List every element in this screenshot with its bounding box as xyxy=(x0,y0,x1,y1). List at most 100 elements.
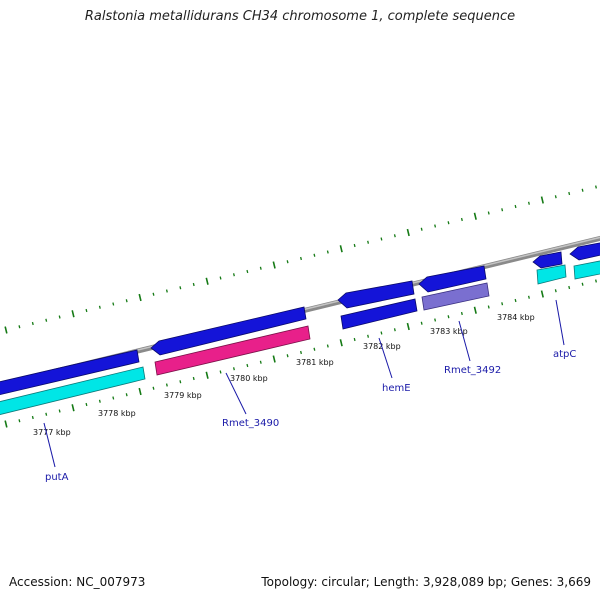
minor-tick xyxy=(45,318,48,322)
major-tick xyxy=(406,228,410,237)
feature-putA-upper[interactable] xyxy=(0,349,140,397)
minor-tick xyxy=(595,279,597,283)
minor-tick xyxy=(420,321,423,325)
minor-tick xyxy=(554,289,557,293)
minor-tick xyxy=(58,315,61,319)
kbp-label: 3783 kbp xyxy=(430,327,468,336)
major-tick xyxy=(71,310,75,318)
minor-tick xyxy=(367,334,370,338)
gene-label-putA[interactable]: putA xyxy=(45,472,69,483)
minor-tick xyxy=(501,302,504,306)
feature-hemE[interactable] xyxy=(340,298,418,330)
major-tick xyxy=(71,404,75,412)
minor-tick xyxy=(179,380,182,384)
minor-tick xyxy=(487,211,490,215)
minor-tick xyxy=(58,409,61,413)
kbp-label: 3784 kbp xyxy=(497,313,535,322)
minor-tick xyxy=(259,360,262,364)
minor-tick xyxy=(125,393,128,397)
minor-tick xyxy=(460,217,463,222)
minor-tick xyxy=(31,321,34,326)
minor-tick xyxy=(581,188,584,192)
minor-tick xyxy=(393,234,396,238)
inner-tick-row xyxy=(4,279,597,428)
minor-tick xyxy=(85,402,88,407)
minor-tick xyxy=(31,415,34,420)
minor-tick xyxy=(152,386,155,390)
minor-tick xyxy=(554,195,557,199)
kbp-label: 3781 kbp xyxy=(296,358,334,367)
minor-tick xyxy=(568,191,571,196)
minor-tick xyxy=(232,367,235,371)
major-tick xyxy=(138,293,142,302)
genome-map[interactable]: 3777 kbp 3778 kbp 3779 kbp 3780 kbp 3781… xyxy=(0,0,600,560)
feature-atpC[interactable] xyxy=(536,264,567,285)
feature-cyan-right[interactable] xyxy=(573,259,600,280)
minor-tick xyxy=(326,344,329,348)
minor-tick xyxy=(300,350,302,355)
minor-tick xyxy=(259,266,262,270)
minor-tick xyxy=(125,299,128,303)
kbp-label: 3780 kbp xyxy=(230,374,268,383)
feature-Rmet_3492[interactable] xyxy=(421,282,490,311)
minor-tick xyxy=(18,419,21,423)
minor-tick xyxy=(393,328,396,332)
leader-line-atpC xyxy=(555,299,565,346)
major-tick xyxy=(540,290,544,298)
minor-tick xyxy=(367,240,370,244)
feature-blue-arrow-3[interactable] xyxy=(337,280,415,309)
minor-tick xyxy=(165,289,168,293)
feature-blue-arrow-5[interactable] xyxy=(532,251,563,269)
leader-line-Rmet_3490 xyxy=(225,372,247,415)
major-tick xyxy=(473,212,477,220)
minor-tick xyxy=(219,276,222,280)
minor-tick xyxy=(447,315,450,319)
minor-tick xyxy=(380,331,383,335)
minor-tick xyxy=(232,273,235,277)
gene-label-Rmet_3490[interactable]: Rmet_3490 xyxy=(222,418,279,429)
leader-line-Rmet_3492 xyxy=(458,320,471,362)
minor-tick xyxy=(568,285,571,290)
major-tick xyxy=(473,306,477,314)
minor-tick xyxy=(487,305,490,309)
sequence-summary-text: Topology: circular; Length: 3,928,089 bp… xyxy=(261,575,591,589)
major-tick xyxy=(205,277,209,285)
feature-Rmet_3490[interactable] xyxy=(154,325,311,376)
minor-tick xyxy=(286,354,289,358)
major-tick xyxy=(4,326,8,334)
minor-tick xyxy=(447,221,450,225)
minor-tick xyxy=(595,185,597,189)
minor-tick xyxy=(300,256,302,261)
major-tick xyxy=(339,245,343,253)
minor-tick xyxy=(501,208,504,212)
feature-putA-lower[interactable] xyxy=(0,366,146,417)
kbp-label: 3779 kbp xyxy=(164,391,202,400)
leader-line-putA xyxy=(43,422,56,468)
leader-line-hemE xyxy=(378,337,393,379)
major-tick xyxy=(272,261,276,269)
minor-tick xyxy=(165,383,168,387)
feature-blue-arrow-4[interactable] xyxy=(418,265,487,293)
minor-tick xyxy=(527,295,530,299)
minor-tick xyxy=(192,282,195,287)
minor-tick xyxy=(581,282,584,286)
kbp-label: 3777 kbp xyxy=(33,428,71,437)
minor-tick xyxy=(98,399,101,403)
gene-label-hemE[interactable]: hemE xyxy=(382,383,411,394)
major-tick xyxy=(4,420,8,428)
gene-label-atpC[interactable]: atpC xyxy=(553,349,576,360)
feature-blue-arrow-2[interactable] xyxy=(150,306,307,356)
minor-tick xyxy=(313,347,316,351)
minor-tick xyxy=(45,412,48,416)
feature-blue-arrow-6[interactable] xyxy=(569,241,600,261)
minor-tick xyxy=(112,396,115,400)
major-tick xyxy=(339,339,343,347)
gene-label-Rmet_3492[interactable]: Rmet_3492 xyxy=(444,365,501,376)
minor-tick xyxy=(380,237,383,241)
major-tick xyxy=(138,387,142,396)
outer-tick-row xyxy=(4,185,597,334)
minor-tick xyxy=(246,269,249,274)
minor-tick xyxy=(353,243,356,248)
minor-tick xyxy=(326,250,329,254)
minor-tick xyxy=(353,337,356,342)
